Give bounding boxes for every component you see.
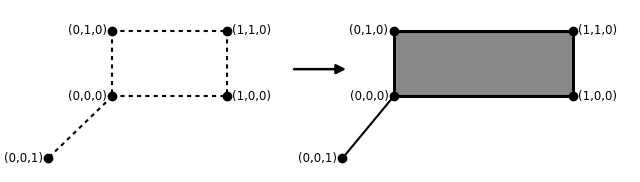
Text: (1,1,0): (1,1,0) xyxy=(578,24,617,37)
Text: (1,0,0): (1,0,0) xyxy=(232,90,271,103)
Text: (0,0,1): (0,0,1) xyxy=(4,152,43,165)
Text: (1,1,0): (1,1,0) xyxy=(232,24,271,37)
Text: (1,0,0): (1,0,0) xyxy=(578,90,617,103)
Bar xyxy=(394,31,573,96)
Text: (0,1,0): (0,1,0) xyxy=(349,24,388,37)
Text: (0,0,0): (0,0,0) xyxy=(349,90,388,103)
Text: (0,0,1): (0,0,1) xyxy=(298,152,337,165)
Text: (0,1,0): (0,1,0) xyxy=(68,24,107,37)
Text: (0,0,0): (0,0,0) xyxy=(68,90,107,103)
